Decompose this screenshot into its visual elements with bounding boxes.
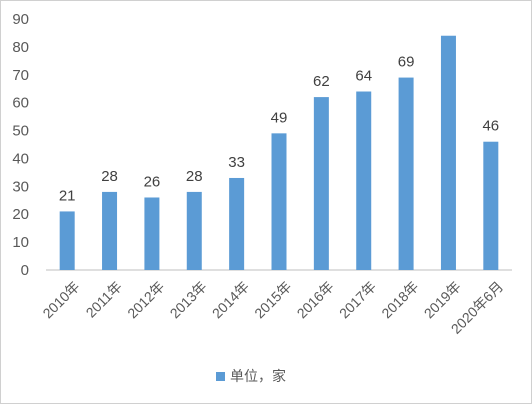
y-tick-label: 10 xyxy=(12,234,29,251)
y-tick-label: 50 xyxy=(12,123,29,140)
bar xyxy=(398,77,414,270)
data-label: 62 xyxy=(313,73,330,90)
data-label: 33 xyxy=(228,154,245,171)
legend: 单位，家 xyxy=(216,368,286,384)
bar xyxy=(144,197,160,270)
x-axis-labels: 2010年 2011年 2012年 2013年 2014年 2015年 2016年 2017年… xyxy=(39,278,506,337)
bar xyxy=(59,211,75,270)
watermark-text: 搜狐号@中金企信国际咨询 xyxy=(350,8,518,24)
legend-label: 单位，家 xyxy=(230,368,286,384)
x-tick-label: 2012年 xyxy=(124,278,167,321)
x-tick-label: 2018年 xyxy=(378,278,421,321)
x-tick-label: 2015年 xyxy=(251,278,294,321)
y-tick-label: 70 xyxy=(12,67,29,84)
y-tick-label: 30 xyxy=(12,178,29,195)
bar xyxy=(356,91,372,270)
data-label: 49 xyxy=(271,109,288,126)
y-tick-label: 90 xyxy=(12,11,29,28)
y-tick-label: 40 xyxy=(12,150,29,167)
data-label: 28 xyxy=(101,168,118,185)
y-tick-label: 20 xyxy=(12,206,29,223)
y-tick-label: 80 xyxy=(12,39,29,56)
x-tick-label: 2010年 xyxy=(39,278,82,321)
data-labels: 21 28 26 28 33 49 62 64 69 46 xyxy=(59,54,499,205)
bar xyxy=(313,97,329,270)
y-tick-label: 0 xyxy=(21,262,29,279)
bar xyxy=(229,177,245,270)
bars xyxy=(59,35,499,270)
data-label: 26 xyxy=(144,173,161,190)
data-label: 64 xyxy=(355,68,372,85)
x-tick-label: 2014年 xyxy=(209,278,252,321)
bar xyxy=(483,141,499,270)
data-label: 21 xyxy=(59,187,76,204)
x-tick-label: 2016年 xyxy=(294,278,337,321)
data-label: 28 xyxy=(186,168,203,185)
bar xyxy=(186,191,202,270)
bar xyxy=(102,191,118,270)
legend-swatch xyxy=(216,372,225,381)
bar xyxy=(271,133,287,270)
y-tick-label: 60 xyxy=(12,95,29,112)
data-label: 69 xyxy=(398,54,415,71)
data-label: 46 xyxy=(482,118,499,135)
x-tick-label: 2017年 xyxy=(336,278,379,321)
bar xyxy=(440,35,456,270)
y-axis-ticks: 0 10 20 30 40 50 60 70 80 90 xyxy=(12,11,29,279)
x-tick-label: 2013年 xyxy=(167,278,210,321)
x-tick-label: 2011年 xyxy=(83,278,126,321)
